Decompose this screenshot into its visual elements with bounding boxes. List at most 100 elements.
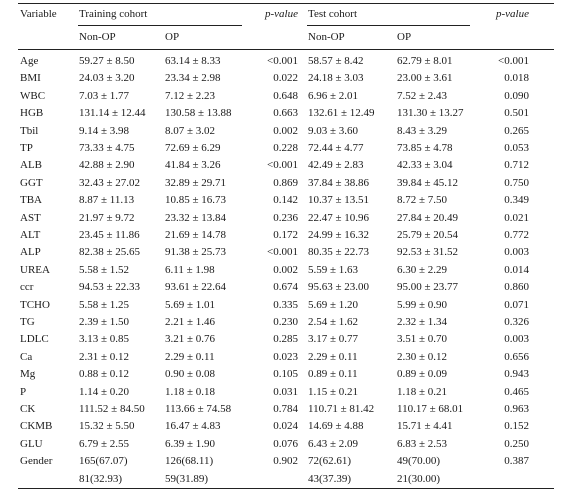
- cell-test-op: 8.43 ± 3.29: [397, 124, 448, 137]
- header-rule: [18, 49, 554, 50]
- cell-training-non-op: 82.38 ± 25.65: [79, 246, 141, 259]
- cell-training-p-value: <0.001: [267, 159, 298, 172]
- cell-test-p-value: 0.090: [504, 89, 529, 102]
- cell-test-op: 49(70.00): [397, 455, 441, 468]
- cell-test-op: 7.52 ± 2.43: [397, 89, 448, 102]
- cell-test-op: 92.53 ± 31.52: [397, 246, 459, 259]
- cell-test-op: 131.30 ± 13.27: [397, 107, 464, 120]
- cell-test-non-op: 22.47 ± 10.96: [308, 211, 370, 224]
- cell-test-op: 3.51 ± 0.70: [397, 333, 448, 346]
- table-row: ALB 42.88 ± 2.90 41.84 ± 3.26 <0.001 42.49 ±…: [0, 157, 570, 174]
- cell-variable: ALP: [20, 246, 41, 259]
- cell-test-p-value: 0.003: [504, 246, 529, 259]
- cell-test-non-op: 132.61 ± 12.49: [308, 107, 375, 120]
- cell-training-op: 63.14 ± 8.33: [165, 55, 221, 67]
- cell-training-p-value: 0.031: [273, 385, 298, 398]
- cell-test-non-op: 72.44 ± 4.77: [308, 142, 364, 154]
- cell-training-non-op: 81(32.93): [79, 472, 123, 485]
- cell-training-p-value: <0.001: [267, 55, 298, 67]
- cell-training-p-value: 0.022: [273, 72, 298, 85]
- cell-training-op: 23.34 ± 2.98: [165, 72, 221, 85]
- cell-test-non-op: 95.63 ± 23.00: [308, 281, 370, 294]
- table-row: TCHO 5.58 ± 1.25 5.69 ± 1.01 0.335 5.69 ± 1.…: [0, 297, 570, 314]
- cell-test-p-value: 0.003: [504, 333, 529, 346]
- cell-training-p-value: 0.142: [273, 194, 298, 207]
- cell-variable: CK: [20, 403, 36, 415]
- cell-variable: TCHO: [20, 298, 50, 311]
- cell-test-non-op: 58.57 ± 8.42: [308, 55, 364, 67]
- cell-training-non-op: 3.13 ± 0.85: [79, 333, 130, 346]
- cell-training-p-value: 0.024: [273, 420, 298, 433]
- cell-training-op: 3.21 ± 0.76: [165, 333, 216, 346]
- cell-test-p-value: 0.943: [504, 368, 529, 381]
- cell-test-non-op: 37.84 ± 38.86: [308, 176, 370, 189]
- cell-test-p-value: 0.750: [504, 176, 529, 189]
- cell-training-non-op: 7.03 ± 1.77: [79, 89, 130, 102]
- cell-training-non-op: 2.31 ± 0.12: [79, 350, 130, 363]
- cell-test-op: 110.17 ± 68.01: [397, 403, 464, 415]
- cell-test-p-value: 0.018: [504, 72, 529, 85]
- cell-test-non-op: 0.89 ± 0.11: [308, 368, 358, 381]
- cell-test-non-op: 72(62.61): [308, 455, 352, 468]
- cell-test-op: 1.18 ± 0.21: [397, 385, 448, 398]
- cell-test-op: 5.99 ± 0.90: [397, 298, 448, 311]
- cell-training-op: 1.18 ± 0.18: [165, 385, 216, 398]
- cell-variable: ALT: [20, 229, 41, 241]
- cell-test-non-op: 43(37.39): [308, 472, 352, 485]
- cell-test-op: 73.85 ± 4.78: [397, 142, 453, 154]
- cell-test-op: 42.33 ± 3.04: [397, 159, 453, 172]
- cell-training-non-op: 73.33 ± 4.75: [79, 142, 135, 154]
- cell-training-op: 0.90 ± 0.08: [165, 368, 216, 381]
- table-row: ALT 23.45 ± 11.86 21.69 ± 14.78 0.172 24.99 …: [0, 227, 570, 244]
- cell-test-op: 39.84 ± 45.12: [397, 176, 459, 189]
- cell-test-p-value: 0.349: [504, 194, 529, 207]
- cell-training-non-op: 9.14 ± 3.98: [79, 124, 130, 137]
- table-row: P 1.14 ± 0.20 1.18 ± 0.18 0.031 1.15 ± 0.21 1…: [0, 384, 570, 401]
- cell-training-non-op: 94.53 ± 22.33: [79, 281, 141, 294]
- cell-training-non-op: 2.39 ± 1.50: [79, 316, 130, 328]
- cell-training-op: 21.69 ± 14.78: [165, 229, 227, 241]
- cell-training-non-op: 0.88 ± 0.12: [79, 368, 130, 381]
- cell-test-op: 2.32 ± 1.34: [397, 316, 448, 328]
- bottom-rule: [18, 488, 554, 489]
- table-row: Mg 0.88 ± 0.12 0.90 ± 0.08 0.105 0.89 ± 0.11…: [0, 366, 570, 383]
- cell-training-op: 16.47 ± 4.83: [165, 420, 221, 433]
- cell-training-non-op: 8.87 ± 11.13: [79, 194, 135, 207]
- cell-training-non-op: 6.79 ± 2.55: [79, 437, 130, 450]
- table-row: WBC 7.03 ± 1.77 7.12 ± 2.23 0.648 6.96 ± 2.0…: [0, 88, 570, 105]
- cell-test-p-value: 0.250: [504, 437, 529, 450]
- cell-test-p-value: <0.001: [498, 55, 529, 67]
- training-cohort-rule: [78, 25, 242, 26]
- cell-training-p-value: 0.076: [273, 437, 298, 450]
- cell-training-p-value: 0.335: [273, 298, 298, 311]
- cell-training-op: 23.32 ± 13.84: [165, 211, 227, 224]
- table-row: HGB 131.14 ± 12.44 130.58 ± 13.88 0.663 132.…: [0, 105, 570, 122]
- cell-variable: AST: [20, 211, 41, 224]
- cell-test-p-value: 0.772: [504, 229, 529, 241]
- cell-test-p-value: 0.963: [504, 403, 529, 415]
- cell-test-op: 15.71 ± 4.41: [397, 420, 453, 433]
- cell-test-p-value: 0.021: [504, 211, 529, 224]
- cell-variable: TG: [20, 316, 35, 328]
- cell-training-non-op: 5.58 ± 1.52: [79, 263, 130, 276]
- cell-training-non-op: 111.52 ± 84.50: [79, 403, 145, 415]
- cell-test-op: 25.79 ± 20.54: [397, 229, 459, 241]
- cell-test-non-op: 2.29 ± 0.11: [308, 350, 358, 363]
- cell-test-op: 2.30 ± 0.12: [397, 350, 448, 363]
- table-row: CK 111.52 ± 84.50 113.66 ± 74.58 0.784 110.7…: [0, 401, 570, 418]
- cell-variable: Gender: [20, 455, 53, 468]
- cell-training-p-value: 0.105: [273, 368, 298, 381]
- cell-test-p-value: 0.656: [504, 350, 529, 363]
- cell-variable: LDLC: [20, 333, 49, 346]
- cell-training-p-value: 0.663: [273, 107, 298, 120]
- cell-test-non-op: 14.69 ± 4.88: [308, 420, 364, 433]
- cell-training-p-value: 0.285: [273, 333, 298, 346]
- cell-variable: HGB: [20, 107, 44, 120]
- cell-test-op: 6.30 ± 2.29: [397, 263, 448, 276]
- cell-training-op: 6.39 ± 1.90: [165, 437, 216, 450]
- cell-test-non-op: 110.71 ± 81.42: [308, 403, 375, 415]
- cell-test-op: 21(30.00): [397, 472, 441, 485]
- cell-test-non-op: 5.59 ± 1.63: [308, 263, 359, 276]
- cell-variable: CKMB: [20, 420, 53, 433]
- cell-variable: ALB: [20, 159, 42, 172]
